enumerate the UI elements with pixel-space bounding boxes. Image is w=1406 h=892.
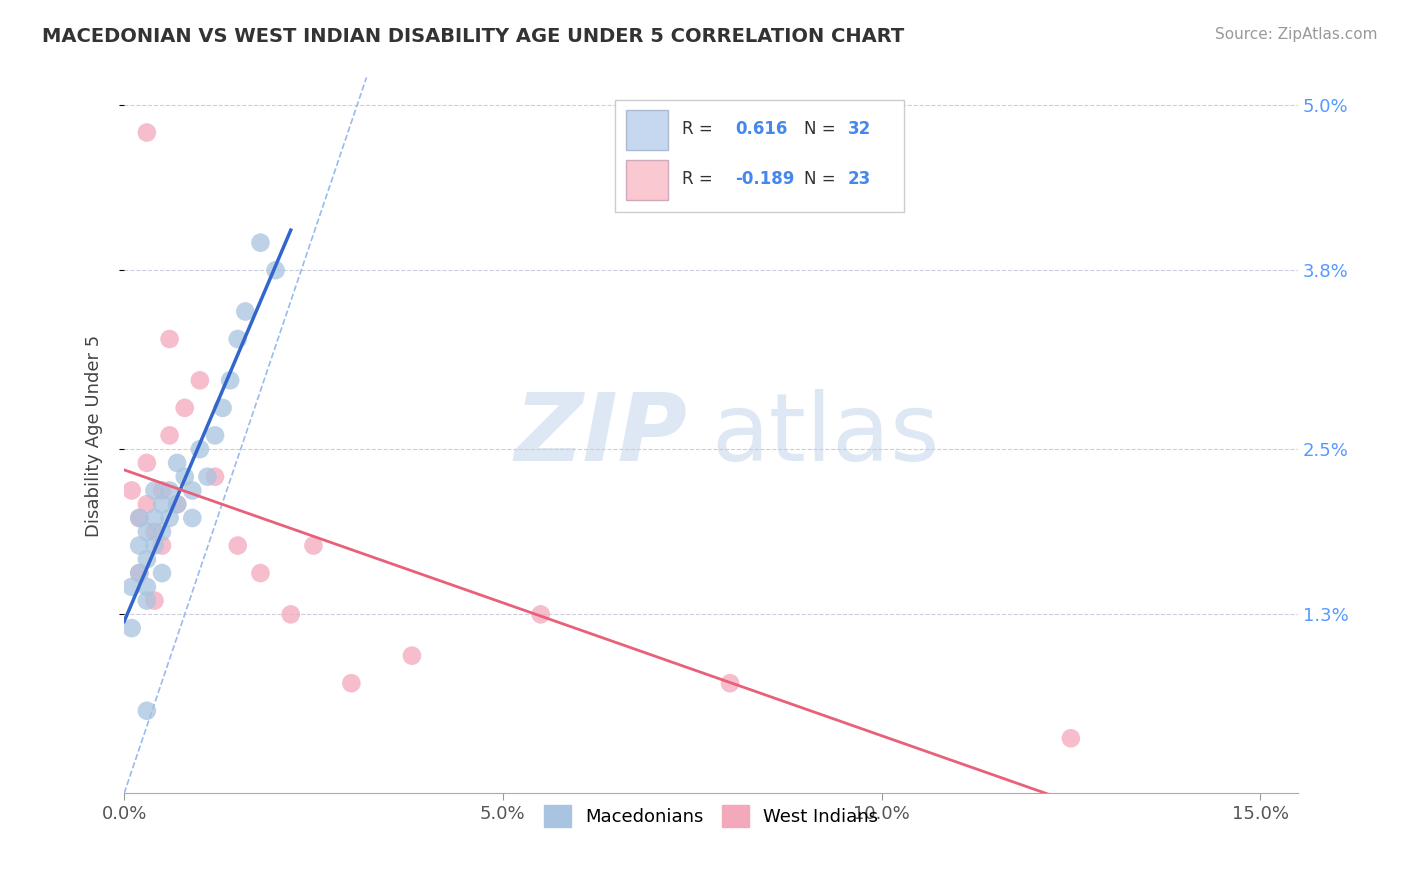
Point (159, 511, 181, 525)
Point (226, 539, 249, 553)
Point (211, 401, 233, 415)
Point (173, 401, 195, 415)
Point (204, 428, 226, 442)
FancyBboxPatch shape (627, 160, 668, 200)
Text: -0.189: -0.189 (735, 170, 794, 188)
Point (530, 607, 553, 622)
Text: R =: R = (682, 120, 713, 138)
Point (150, 539, 173, 553)
Text: 32: 32 (848, 120, 872, 138)
Point (143, 539, 166, 553)
Point (150, 483, 173, 498)
Point (173, 469, 195, 483)
Point (128, 566, 150, 580)
Point (121, 483, 143, 498)
Point (135, 126, 157, 140)
Point (166, 456, 188, 470)
Point (249, 566, 271, 580)
Text: R =: R = (682, 170, 713, 188)
Point (181, 511, 204, 525)
Point (150, 524, 173, 539)
Point (135, 497, 157, 511)
Point (128, 566, 150, 580)
Point (181, 483, 204, 498)
Point (219, 373, 242, 387)
Text: MACEDONIAN VS WEST INDIAN DISABILITY AGE UNDER 5 CORRELATION CHART: MACEDONIAN VS WEST INDIAN DISABILITY AGE… (42, 27, 904, 45)
Point (159, 483, 181, 498)
Point (166, 497, 188, 511)
Point (302, 539, 325, 553)
Point (226, 332, 249, 346)
Point (188, 373, 211, 387)
Point (135, 552, 157, 566)
Point (150, 566, 173, 580)
Point (128, 511, 150, 525)
Point (135, 593, 157, 607)
Point (188, 442, 211, 457)
Point (264, 263, 287, 277)
Text: 0.616: 0.616 (735, 120, 787, 138)
Point (143, 483, 166, 498)
Point (718, 676, 741, 690)
Point (143, 593, 166, 607)
Point (159, 428, 181, 442)
Point (249, 235, 271, 250)
Point (340, 676, 363, 690)
Text: Source: ZipAtlas.com: Source: ZipAtlas.com (1215, 27, 1378, 42)
Point (159, 332, 181, 346)
Point (1060, 731, 1083, 746)
Point (143, 524, 166, 539)
Text: N =: N = (804, 120, 835, 138)
Point (128, 511, 150, 525)
Point (204, 469, 226, 483)
Point (121, 580, 143, 594)
Point (150, 497, 173, 511)
Point (128, 539, 150, 553)
Point (401, 648, 423, 663)
Point (197, 469, 219, 483)
Legend: Macedonians, West Indians: Macedonians, West Indians (537, 798, 886, 834)
Text: 23: 23 (848, 170, 872, 188)
Point (280, 607, 302, 622)
FancyBboxPatch shape (614, 101, 904, 211)
Point (143, 511, 166, 525)
Point (135, 704, 157, 718)
Text: N =: N = (804, 170, 835, 188)
Point (233, 304, 256, 318)
Point (166, 497, 188, 511)
Point (135, 456, 157, 470)
Point (135, 524, 157, 539)
Point (121, 621, 143, 635)
FancyBboxPatch shape (627, 110, 668, 150)
Point (135, 580, 157, 594)
Y-axis label: Disability Age Under 5: Disability Age Under 5 (86, 334, 103, 536)
Text: ZIP: ZIP (515, 390, 688, 482)
Text: atlas: atlas (711, 390, 939, 482)
